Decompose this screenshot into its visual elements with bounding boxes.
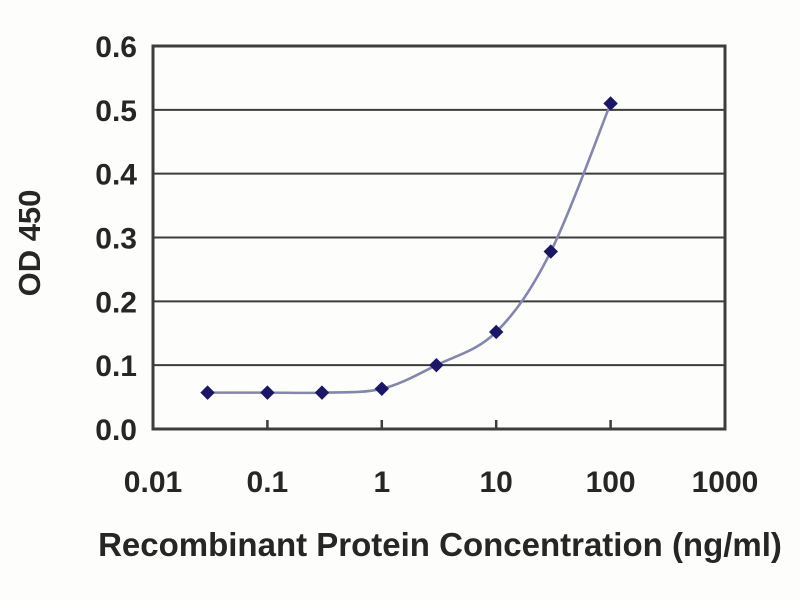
y-tick-label: 0.0: [95, 414, 137, 447]
x-axis-title: Recombinant Protein Concentration (ng/ml…: [98, 526, 782, 563]
x-tick-label: 1: [373, 466, 390, 499]
plot-border: [151, 44, 727, 431]
y-tick-label: 0.3: [95, 223, 137, 256]
data-point-marker: [260, 385, 275, 400]
x-tick-label: 100: [586, 466, 636, 499]
x-tick-label: 10: [480, 466, 513, 499]
data-point-marker: [488, 324, 504, 340]
y-tick-label: 0.5: [95, 95, 137, 128]
y-tick-label: 0.1: [95, 350, 137, 383]
data-point-marker: [603, 96, 618, 111]
y-tick-label: 0.6: [95, 31, 137, 64]
y-axis-title: OD 450: [12, 189, 47, 297]
y-tick-label: 0.4: [95, 159, 137, 192]
y-tick-label: 0.2: [95, 286, 137, 319]
data-point-marker: [374, 381, 390, 396]
x-tick-label: 1000: [692, 466, 759, 499]
data-point-marker: [543, 244, 558, 259]
data-point-marker: [200, 385, 215, 400]
data-point-marker: [314, 385, 330, 400]
x-tick-label: 0.1: [247, 466, 289, 499]
data-point-marker: [429, 357, 444, 373]
x-tick-label: 0.01: [124, 466, 182, 499]
